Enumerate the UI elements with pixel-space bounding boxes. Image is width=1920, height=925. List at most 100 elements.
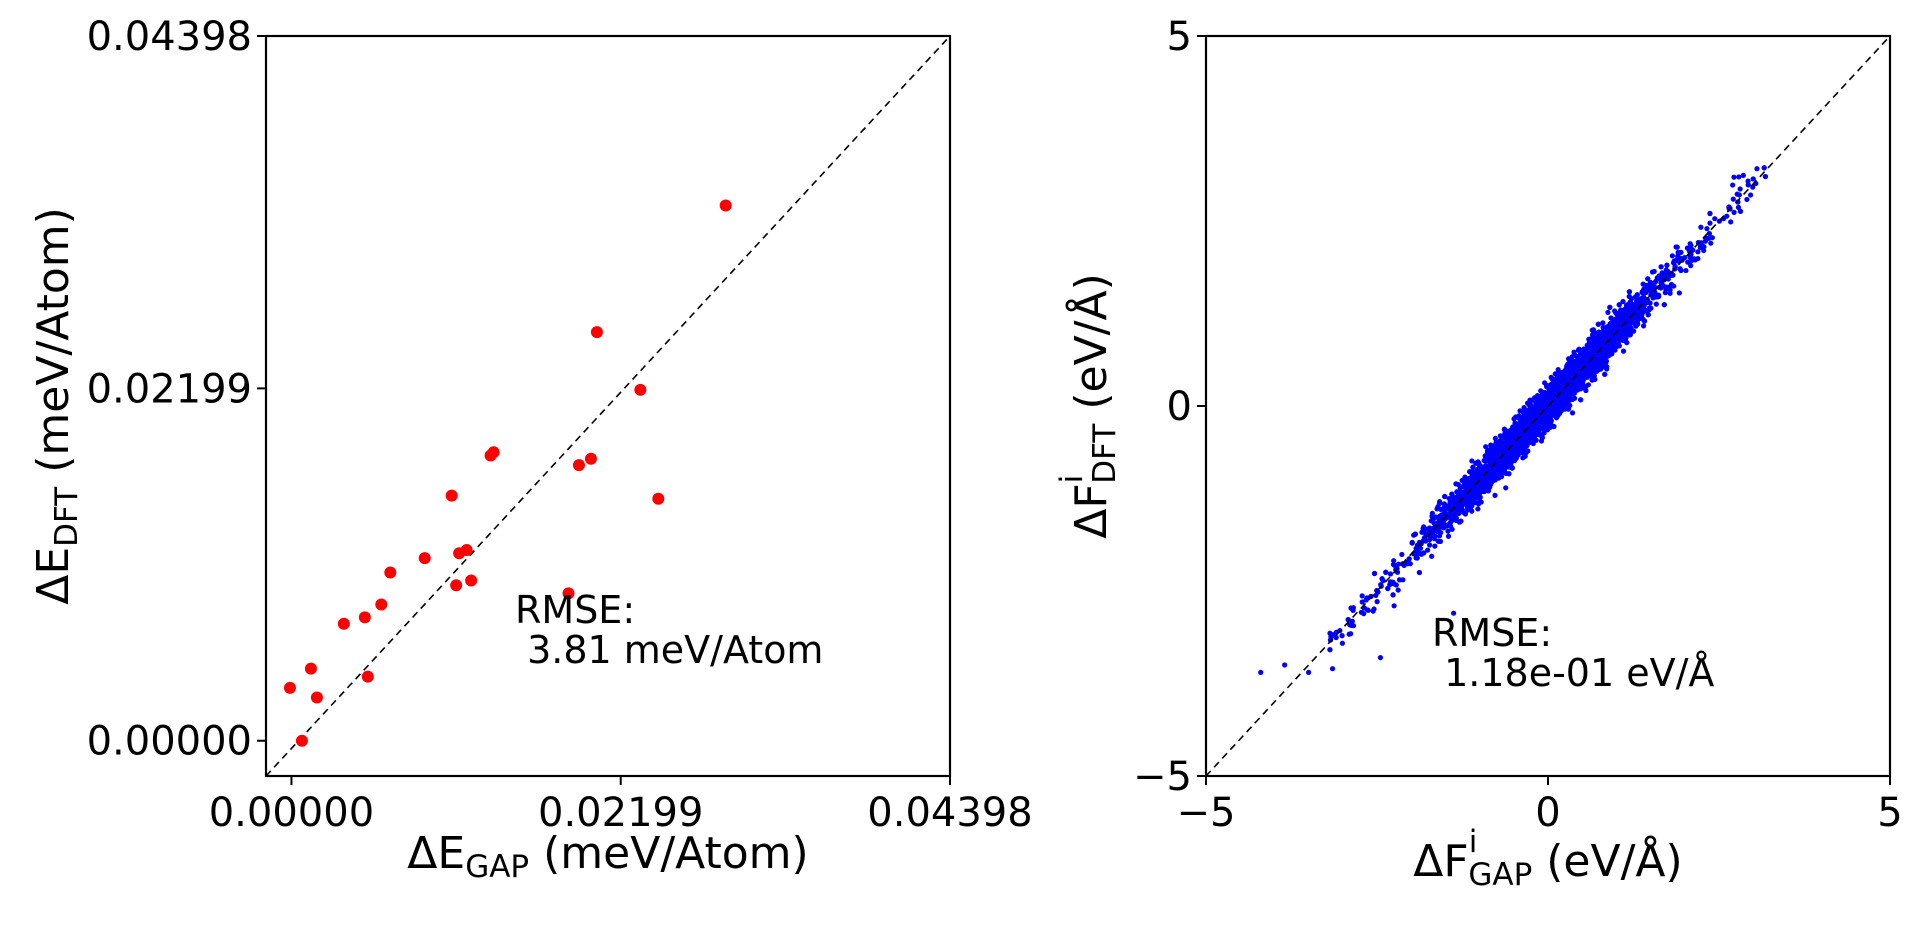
rmse-label: RMSE: [1432, 611, 1552, 655]
data-point [1485, 488, 1492, 494]
data-point [1628, 325, 1634, 331]
data-point [1503, 454, 1509, 460]
data-point [1429, 510, 1435, 517]
data-point [1449, 491, 1455, 497]
data-point [1515, 430, 1522, 436]
data-point [1647, 287, 1653, 294]
data-point [1655, 274, 1661, 280]
data-point [283, 681, 296, 694]
data-point [1754, 166, 1760, 172]
data-point [1460, 507, 1466, 514]
data-point [1383, 569, 1389, 575]
data-point [1698, 224, 1704, 230]
data-point [562, 587, 575, 600]
data-point [1712, 216, 1718, 222]
data-point [1339, 640, 1345, 646]
data-point [1475, 506, 1481, 512]
data-point [1737, 208, 1744, 214]
data-point [1663, 267, 1669, 273]
data-point [1737, 186, 1743, 192]
data-point [1591, 329, 1597, 335]
data-point [1390, 579, 1396, 586]
data-point [1499, 460, 1505, 466]
data-point [1692, 257, 1698, 263]
data-point [1670, 272, 1676, 278]
data-point [1584, 342, 1590, 348]
data-point [1473, 491, 1479, 497]
data-point [1513, 455, 1519, 461]
data-point [1412, 531, 1418, 537]
data-point [1583, 387, 1589, 394]
data-point [1545, 418, 1552, 425]
data-point [1523, 437, 1529, 443]
data-point [1635, 321, 1641, 327]
data-point [1646, 305, 1653, 311]
data-point [1740, 172, 1746, 178]
data-point [1391, 558, 1397, 564]
data-point [1306, 669, 1312, 676]
data-point [1762, 173, 1769, 180]
data-point [1553, 406, 1559, 412]
data-point [375, 598, 388, 611]
data-point [1542, 426, 1548, 432]
data-point [1677, 266, 1683, 272]
x-tick-label: 0.02199 [538, 790, 703, 836]
data-point [1688, 263, 1694, 269]
data-point [1536, 406, 1542, 412]
data-point [590, 326, 603, 339]
data-point [1668, 282, 1675, 288]
data-point [1675, 249, 1681, 255]
data-point [1708, 240, 1714, 246]
data-point [1701, 244, 1707, 250]
data-point [1373, 592, 1379, 599]
data-point [1567, 376, 1573, 382]
data-point [1529, 411, 1535, 417]
data-point [1601, 364, 1607, 370]
data-point [1608, 315, 1614, 321]
data-point [1586, 353, 1592, 359]
data-point [1572, 361, 1578, 367]
data-point [1488, 443, 1495, 449]
data-point [1520, 425, 1526, 431]
data-point [1744, 196, 1750, 203]
data-point [1374, 599, 1380, 605]
data-point [295, 734, 308, 747]
data-point [1667, 290, 1673, 296]
data-point [1595, 321, 1601, 327]
data-point [1339, 633, 1345, 639]
data-point [1649, 269, 1656, 275]
data-point [1558, 373, 1564, 379]
data-point [1607, 321, 1613, 327]
data-point [1600, 324, 1606, 331]
x-tick-label: 0.00000 [209, 790, 374, 836]
data-point [1530, 404, 1536, 410]
data-point [1390, 592, 1396, 598]
data-point [1640, 323, 1647, 329]
data-point [1521, 444, 1527, 450]
data-point [1432, 543, 1438, 549]
data-point [1468, 475, 1474, 481]
data-point [1541, 412, 1547, 418]
data-point [1666, 273, 1672, 279]
data-point [1445, 504, 1451, 510]
data-point [1578, 397, 1584, 403]
data-point [1676, 290, 1682, 296]
data-point [1462, 474, 1468, 480]
data-point [1577, 353, 1583, 359]
data-point [1551, 423, 1557, 430]
data-point [1734, 191, 1740, 197]
plot-frame [264, 34, 952, 778]
data-point [1346, 631, 1352, 637]
data-point [384, 566, 397, 579]
data-point [1468, 501, 1475, 507]
data-point [1409, 540, 1415, 546]
x-tick-label: 0.04398 [867, 790, 1032, 836]
data-point [1447, 520, 1453, 526]
data-point [1359, 599, 1365, 605]
data-point [1475, 501, 1482, 507]
data-point [1590, 366, 1596, 372]
data-point [1644, 282, 1650, 289]
data-point [1521, 417, 1527, 423]
data-point [1364, 595, 1370, 601]
data-point [1490, 466, 1496, 472]
